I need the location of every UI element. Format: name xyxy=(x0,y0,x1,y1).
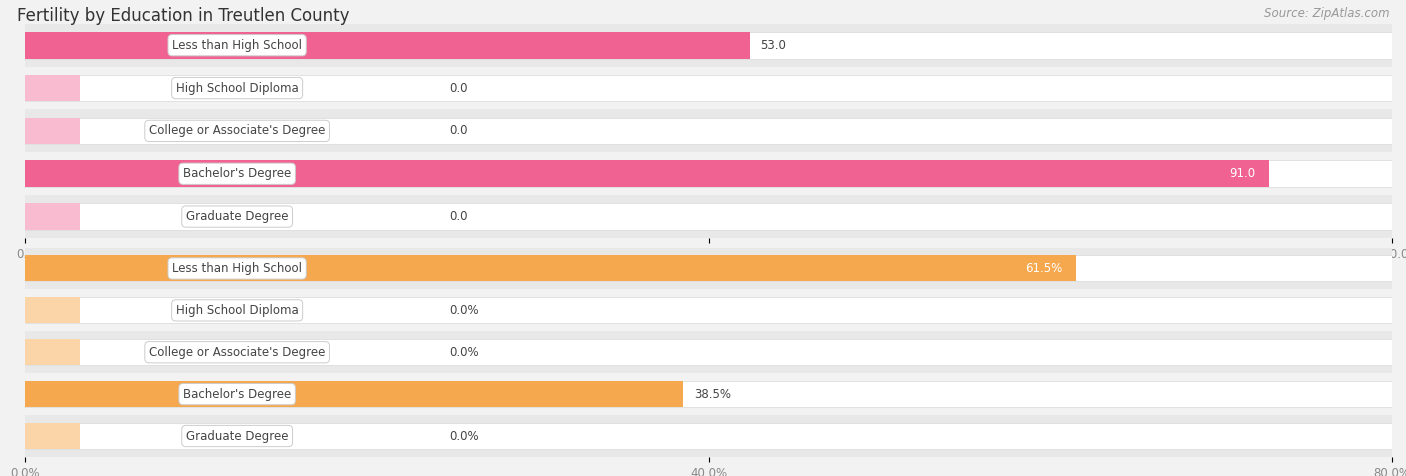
Text: College or Associate's Degree: College or Associate's Degree xyxy=(149,346,325,359)
Text: 53.0: 53.0 xyxy=(761,39,786,52)
Bar xyxy=(25,381,683,407)
Text: Source: ZipAtlas.com: Source: ZipAtlas.com xyxy=(1264,7,1389,20)
Bar xyxy=(25,152,1392,195)
Text: Graduate Degree: Graduate Degree xyxy=(186,429,288,443)
Text: College or Associate's Degree: College or Associate's Degree xyxy=(149,124,325,138)
Text: 0.0%: 0.0% xyxy=(449,429,478,443)
Bar xyxy=(25,24,1392,67)
Bar xyxy=(25,381,1392,407)
Text: 0.0%: 0.0% xyxy=(449,304,478,317)
Text: Less than High School: Less than High School xyxy=(172,39,302,52)
Bar xyxy=(25,75,80,101)
Bar xyxy=(25,289,1392,331)
Bar xyxy=(25,75,1392,101)
Bar xyxy=(25,373,1392,415)
Bar xyxy=(25,160,1392,187)
Bar xyxy=(25,109,1392,152)
Text: 0.0: 0.0 xyxy=(449,124,467,138)
Bar xyxy=(25,67,1392,109)
Bar xyxy=(25,423,1392,449)
Text: Bachelor's Degree: Bachelor's Degree xyxy=(183,387,291,401)
Bar xyxy=(25,248,1392,289)
Text: High School Diploma: High School Diploma xyxy=(176,81,298,95)
Text: 38.5%: 38.5% xyxy=(695,387,731,401)
Bar xyxy=(25,298,80,323)
Bar xyxy=(25,423,80,449)
Bar xyxy=(25,331,1392,373)
Text: 0.0: 0.0 xyxy=(449,210,467,223)
Text: Fertility by Education in Treutlen County: Fertility by Education in Treutlen Count… xyxy=(17,7,349,25)
Bar xyxy=(25,339,80,365)
Text: High School Diploma: High School Diploma xyxy=(176,304,298,317)
Bar xyxy=(25,118,80,144)
Text: 91.0: 91.0 xyxy=(1229,167,1256,180)
Bar xyxy=(25,195,1392,238)
Bar xyxy=(25,339,1392,365)
Bar xyxy=(25,298,1392,323)
Text: 0.0: 0.0 xyxy=(449,81,467,95)
Bar xyxy=(25,160,1270,187)
Bar xyxy=(25,415,1392,457)
Text: Less than High School: Less than High School xyxy=(172,262,302,275)
Bar xyxy=(25,203,80,230)
Bar xyxy=(25,256,1392,281)
Bar xyxy=(25,203,1392,230)
Text: Graduate Degree: Graduate Degree xyxy=(186,210,288,223)
Text: 0.0%: 0.0% xyxy=(449,346,478,359)
Bar xyxy=(25,256,1076,281)
Text: Bachelor's Degree: Bachelor's Degree xyxy=(183,167,291,180)
Bar xyxy=(25,32,749,59)
Bar xyxy=(25,118,1392,144)
Bar xyxy=(25,32,1392,59)
Text: 61.5%: 61.5% xyxy=(1025,262,1063,275)
